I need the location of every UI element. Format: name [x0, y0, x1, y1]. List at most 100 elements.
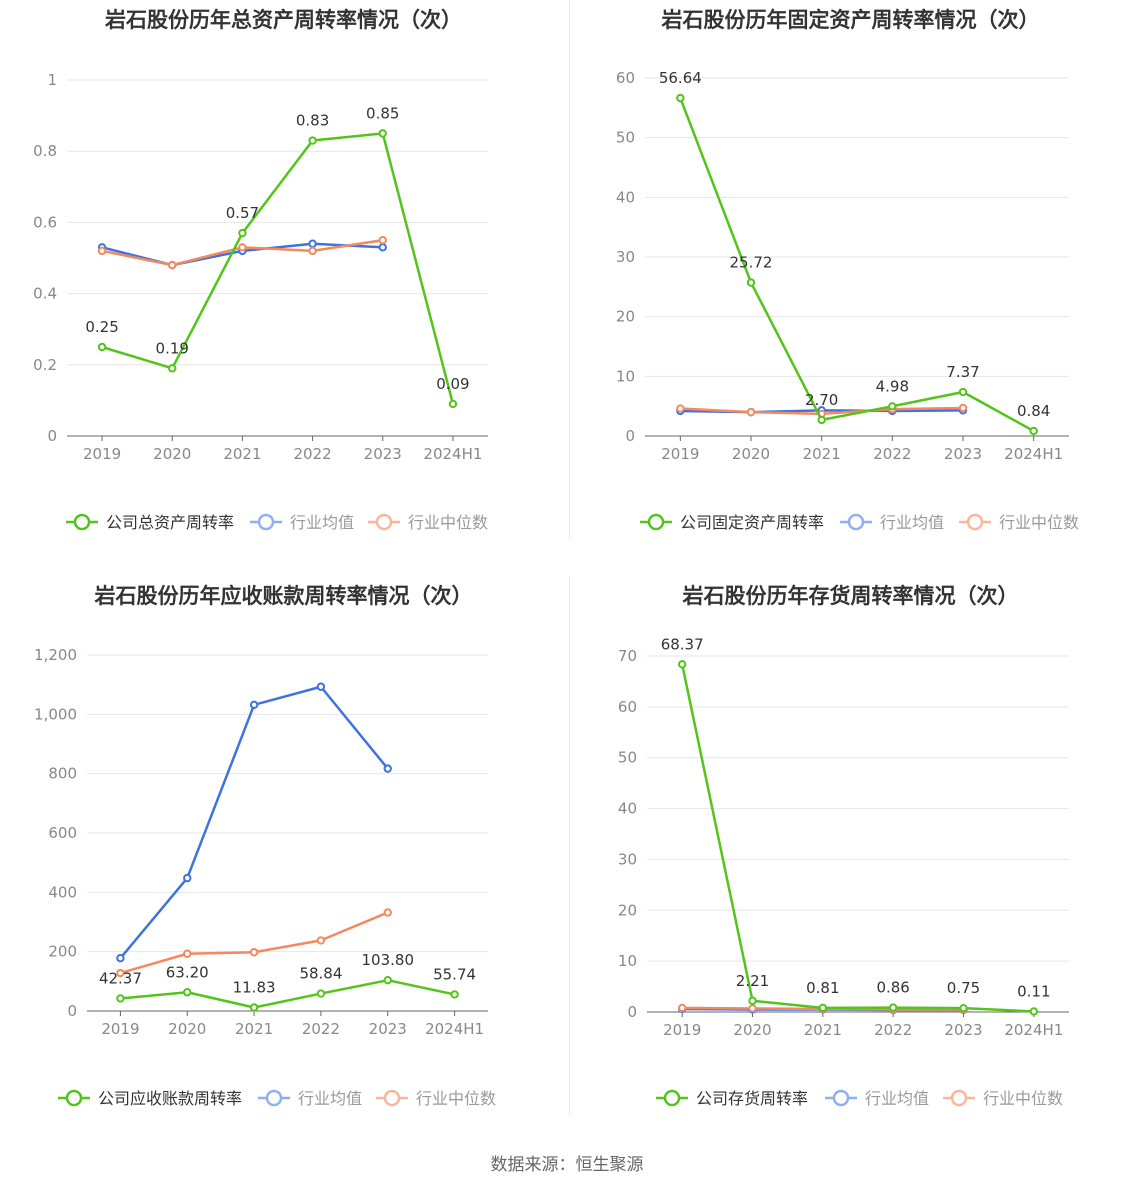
- legend-item: 行业中位数: [943, 1089, 1063, 1108]
- legend-marker: [832, 1089, 850, 1107]
- chart-title: 岩石股份历年存货周转率情况（次）: [682, 584, 1019, 608]
- y-tick-label: 10: [616, 367, 635, 385]
- legend-marker: [663, 1089, 681, 1107]
- y-tick-label: 400: [48, 883, 77, 901]
- x-tick-label: 2024H1: [423, 445, 482, 463]
- data-label: 42.37: [99, 969, 142, 987]
- y-tick-label: 30: [618, 850, 637, 868]
- data-point: [249, 948, 259, 957]
- data-point: [316, 936, 326, 945]
- series-line: [679, 97, 1035, 433]
- legend-item: 行业均值: [825, 1089, 929, 1108]
- legend-item: 行业均值: [258, 1089, 362, 1108]
- y-tick-label: 0.4: [33, 285, 57, 303]
- x-tick-label: 2023: [369, 1020, 407, 1038]
- data-point: [888, 1003, 898, 1012]
- series-line: [680, 664, 1034, 1013]
- data-point: [959, 1003, 968, 1013]
- legend-label: 公司存货周转率: [696, 1089, 808, 1108]
- data-point: [383, 764, 392, 773]
- y-tick-label: 20: [618, 901, 637, 919]
- x-tick-label: 2023: [364, 445, 402, 463]
- data-point: [168, 260, 177, 270]
- data-label: 0.86: [876, 979, 909, 997]
- data-label: 0.11: [1017, 982, 1050, 1000]
- y-tick-label: 30: [616, 248, 635, 266]
- chart-panel-fixed-asset-turnover: 岩石股份历年固定资产周转率情况（次） 0 10 20 30 40 50 60 2019 2020…: [567, 0, 1134, 576]
- y-tick-label: 40: [616, 188, 635, 206]
- data-point: [316, 682, 326, 691]
- legend-item: 行业中位数: [368, 513, 488, 532]
- data-label: 63.20: [166, 963, 209, 981]
- data-point: [249, 700, 259, 710]
- y-tick-label: 50: [616, 129, 635, 147]
- x-tick-label: 2021: [804, 1021, 842, 1039]
- y-tick-label: 0.6: [33, 213, 57, 231]
- y-tick-label: 0: [627, 1003, 637, 1021]
- data-point: [888, 402, 897, 411]
- y-tick-label: 20: [616, 308, 635, 326]
- data-point: [249, 1003, 259, 1012]
- data-label: 0.09: [436, 375, 469, 393]
- data-label: 11.83: [233, 978, 276, 996]
- x-tick-label: 2023: [944, 445, 982, 463]
- legend-item: 行业中位数: [376, 1089, 496, 1108]
- legend-marker: [65, 1089, 83, 1107]
- data-label: 0.84: [1017, 402, 1050, 420]
- x-tick-label: 2022: [874, 1021, 912, 1039]
- data-point: [748, 996, 757, 1005]
- data-label: 56.64: [659, 69, 702, 87]
- legend-label: 公司总资产周转率: [106, 513, 234, 532]
- legend-marker: [950, 1089, 968, 1107]
- legend-item: 公司存货周转率: [656, 1089, 808, 1108]
- y-tick-label: 70: [618, 647, 637, 665]
- panel-divider: [569, 576, 570, 1116]
- legend-marker: [383, 1089, 401, 1107]
- legend-label: 公司固定资产周转率: [680, 513, 824, 532]
- data-point: [958, 403, 968, 413]
- data-label: 0.57: [226, 204, 259, 222]
- chart-title: 岩石股份历年固定资产周转率情况（次）: [661, 8, 1040, 32]
- data-label: 4.98: [876, 377, 909, 395]
- legend-marker: [257, 513, 275, 531]
- y-tick-label: 0.2: [33, 356, 57, 374]
- chart-svg: 0 200 400 600 800 1,000 1,200 2019 2020 2021 2022 2…: [34, 646, 496, 1108]
- data-point: [817, 415, 826, 425]
- data-point: [183, 873, 192, 883]
- series-line: [101, 132, 455, 405]
- x-tick-label: 2020: [732, 445, 770, 463]
- x-tick-label: 2020: [153, 445, 191, 463]
- chart-title: 岩石股份历年应收账款周转率情况（次）: [94, 584, 473, 608]
- series-line: [119, 685, 389, 959]
- series-line: [120, 911, 389, 975]
- legend-label: 行业均值: [865, 1089, 929, 1108]
- legend-label: 公司应收账款周转率: [98, 1089, 242, 1108]
- y-tick-label: 1,000: [34, 705, 77, 723]
- data-label: 103.80: [362, 951, 415, 969]
- data-point: [676, 404, 685, 413]
- chart-svg: 0 0.2 0.4 0.6 0.8 1 2019 2020 2021 2022 2023 2024H1…: [33, 71, 488, 532]
- x-tick-label: 2021: [223, 445, 261, 463]
- data-point: [308, 239, 317, 248]
- data-point: [238, 228, 247, 238]
- data-point: [746, 407, 756, 417]
- x-tick-label: 2024H1: [1004, 445, 1063, 463]
- data-point: [818, 1003, 828, 1013]
- series-line: [120, 978, 455, 1009]
- x-tick-label: 2022: [302, 1020, 340, 1038]
- data-point: [97, 246, 107, 256]
- legend-label: 行业均值: [298, 1089, 362, 1108]
- y-tick-label: 60: [618, 698, 637, 716]
- data-label: 2.70: [805, 391, 838, 409]
- data-point: [308, 246, 317, 256]
- x-tick-label: 2021: [803, 445, 841, 463]
- data-label: 55.74: [433, 965, 476, 983]
- data-point: [183, 988, 192, 997]
- data-label: 2.21: [736, 972, 769, 990]
- legend-item: 行业均值: [250, 513, 354, 532]
- legend-marker: [647, 513, 665, 531]
- legend-item: 公司总资产周转率: [66, 513, 234, 532]
- data-point: [383, 908, 392, 917]
- data-label: 0.19: [156, 339, 189, 357]
- data-point: [308, 136, 317, 145]
